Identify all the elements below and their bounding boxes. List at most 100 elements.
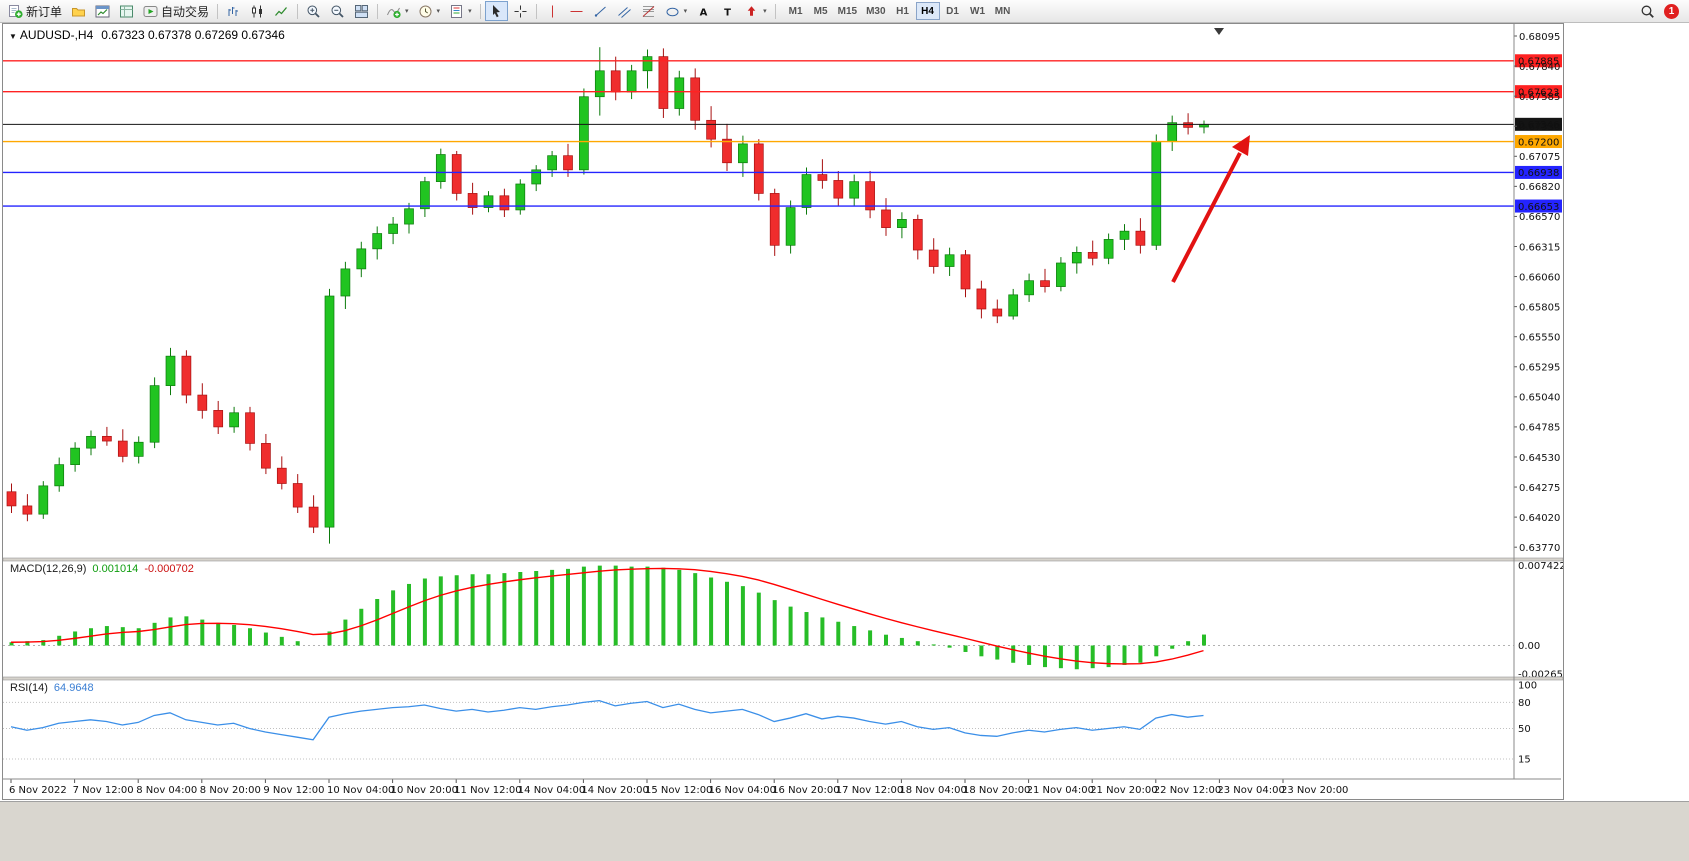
indicators-button[interactable]: ▾ — [382, 1, 413, 21]
svg-text:0.67075: 0.67075 — [1519, 152, 1560, 163]
cursor-button[interactable] — [484, 1, 508, 21]
chart-shift-marker-icon[interactable] — [1214, 28, 1224, 35]
shapes-button[interactable]: ▾ — [661, 1, 692, 21]
period-button[interactable]: ▾ — [414, 1, 445, 21]
timeframe-button-mn[interactable]: MN — [991, 2, 1015, 20]
autotrading-icon — [143, 5, 158, 17]
new-order-button[interactable]: 新订单 — [4, 1, 66, 21]
svg-text:0.66938: 0.66938 — [1518, 168, 1559, 179]
svg-text:0.66820: 0.66820 — [1519, 182, 1560, 193]
profiles-icon — [72, 7, 86, 16]
charts-button[interactable] — [91, 1, 114, 21]
zoom-in-button[interactable] — [302, 1, 325, 21]
macd-main-value: 0.001014 — [92, 563, 139, 575]
svg-text:100: 100 — [1518, 681, 1537, 692]
rsi-indicator-label: RSI(14) 64.9648 — [10, 682, 94, 694]
toolbar-separator — [774, 3, 776, 19]
svg-text:0.66315: 0.66315 — [1519, 242, 1560, 253]
dropdown-caret-icon: ▾ — [405, 8, 409, 15]
svg-text:23 Nov 20:00: 23 Nov 20:00 — [1281, 785, 1348, 796]
svg-text:80: 80 — [1518, 698, 1531, 709]
price-badge-0.66938 — [1515, 165, 1562, 179]
status-bar — [0, 801, 1689, 861]
zoom-in-icon — [307, 5, 320, 18]
rsi-name: RSI(14) — [10, 682, 48, 694]
arrows-button[interactable]: ▾ — [740, 1, 771, 21]
macd-indicator-label: MACD(12,26,9) 0.001014 -0.000702 — [10, 563, 194, 575]
svg-text:0.65295: 0.65295 — [1519, 363, 1560, 374]
autotrading-button[interactable]: 自动交易 — [139, 1, 213, 21]
svg-text:18 Nov 04:00: 18 Nov 04:00 — [899, 785, 966, 796]
toolbar-separator — [535, 3, 537, 19]
crosshair-button[interactable] — [509, 1, 532, 21]
text-label-icon: T — [724, 7, 731, 18]
svg-text:0.67840: 0.67840 — [1519, 62, 1560, 73]
svg-text:0.66060: 0.66060 — [1519, 272, 1560, 283]
bar-chart-button[interactable] — [222, 1, 245, 21]
vertical-line-button[interactable] — [541, 1, 564, 21]
autotrading-label: 自动交易 — [161, 4, 210, 19]
time-axis[interactable]: 6 Nov 2022 7 Nov 12:00 8 Nov 04:00 8 Nov 20… — [9, 779, 1348, 796]
zoom-out-button[interactable] — [326, 1, 349, 21]
timeframe-button-d1[interactable]: D1 — [941, 2, 965, 20]
horizontal-line-button[interactable] — [565, 1, 588, 21]
svg-text:16 Nov 20:00: 16 Nov 20:00 — [772, 785, 839, 796]
equidistant-channel-icon — [617, 6, 631, 18]
svg-text:9 Nov 12:00: 9 Nov 12:00 — [263, 785, 324, 796]
svg-text:0.67585: 0.67585 — [1519, 92, 1560, 103]
chart-window[interactable]: 0.67885 0.67623 0.67346 0.67200 0.66938 0.666… — [2, 23, 1564, 800]
svg-text:0.67346: 0.67346 — [1518, 120, 1559, 131]
timeframe-button-w1[interactable]: W1 — [966, 2, 990, 20]
chart-canvas[interactable]: 0.67885 0.67623 0.67346 0.67200 0.66938 0.666… — [3, 24, 1563, 799]
pane-divider[interactable] — [3, 557, 1563, 562]
macd-signal-line — [10, 567, 1204, 665]
svg-text:10 Nov 04:00: 10 Nov 04:00 — [327, 785, 394, 796]
toolbar-separator — [479, 3, 481, 19]
svg-text:18 Nov 20:00: 18 Nov 20:00 — [963, 785, 1030, 796]
main-price-pane — [3, 28, 1514, 544]
arrows-icon — [747, 5, 756, 16]
text-label-button[interactable]: T — [716, 1, 739, 21]
tile-windows-button[interactable] — [350, 1, 373, 21]
svg-text:17 Nov 12:00: 17 Nov 12:00 — [836, 785, 903, 796]
trendline-button[interactable] — [589, 1, 612, 21]
timeframe-button-h1[interactable]: H1 — [891, 2, 915, 20]
text-button[interactable]: A — [692, 1, 715, 21]
trendline-icon — [594, 6, 606, 17]
bar-chart-icon — [228, 6, 239, 16]
timeframe-button-m1[interactable]: M1 — [784, 2, 808, 20]
svg-text:0.65550: 0.65550 — [1519, 333, 1560, 344]
svg-text:11 Nov 12:00: 11 Nov 12:00 — [454, 785, 521, 796]
timeframe-button-m5[interactable]: M5 — [809, 2, 833, 20]
text-icon: A — [700, 7, 708, 18]
candlestick-chart-button[interactable] — [246, 1, 269, 21]
timeframe-button-h4[interactable]: H4 — [915, 2, 940, 20]
trend-arrow-annotation[interactable] — [1171, 152, 1242, 283]
timeframe-button-m15[interactable]: M15 — [834, 2, 861, 20]
timeframe-button-m30[interactable]: M30 — [862, 2, 889, 20]
price-axis[interactable]: 0.67885 0.67623 0.67346 0.67200 0.66938 0.666… — [1514, 32, 1563, 766]
channel-button[interactable] — [613, 1, 636, 21]
svg-text:22 Nov 12:00: 22 Nov 12:00 — [1154, 785, 1221, 796]
svg-text:10 Nov 20:00: 10 Nov 20:00 — [391, 785, 458, 796]
svg-text:0.00: 0.00 — [1518, 641, 1540, 652]
one-click-trading-toggle[interactable]: ▼ — [9, 32, 17, 41]
templates-icon — [451, 4, 463, 18]
pane-divider[interactable] — [3, 676, 1563, 681]
svg-text:0.64020: 0.64020 — [1519, 513, 1560, 524]
data-window-button[interactable] — [115, 1, 138, 21]
fibonacci-button[interactable] — [637, 1, 660, 21]
zoom-out-icon — [331, 5, 344, 18]
svg-text:21 Nov 04:00: 21 Nov 04:00 — [1027, 785, 1094, 796]
line-chart-button[interactable] — [270, 1, 293, 21]
search-button[interactable] — [1636, 1, 1659, 21]
profiles-button[interactable] — [67, 1, 90, 21]
new-order-label: 新订单 — [26, 4, 63, 19]
templates-button[interactable]: ▾ — [445, 1, 476, 21]
svg-text:8 Nov 04:00: 8 Nov 04:00 — [136, 785, 197, 796]
macd-name: MACD(12,26,9) — [10, 563, 87, 575]
alerts-badge[interactable]: 1 — [1664, 3, 1679, 19]
svg-text:50: 50 — [1518, 724, 1531, 735]
svg-text:0.64785: 0.64785 — [1519, 423, 1560, 434]
